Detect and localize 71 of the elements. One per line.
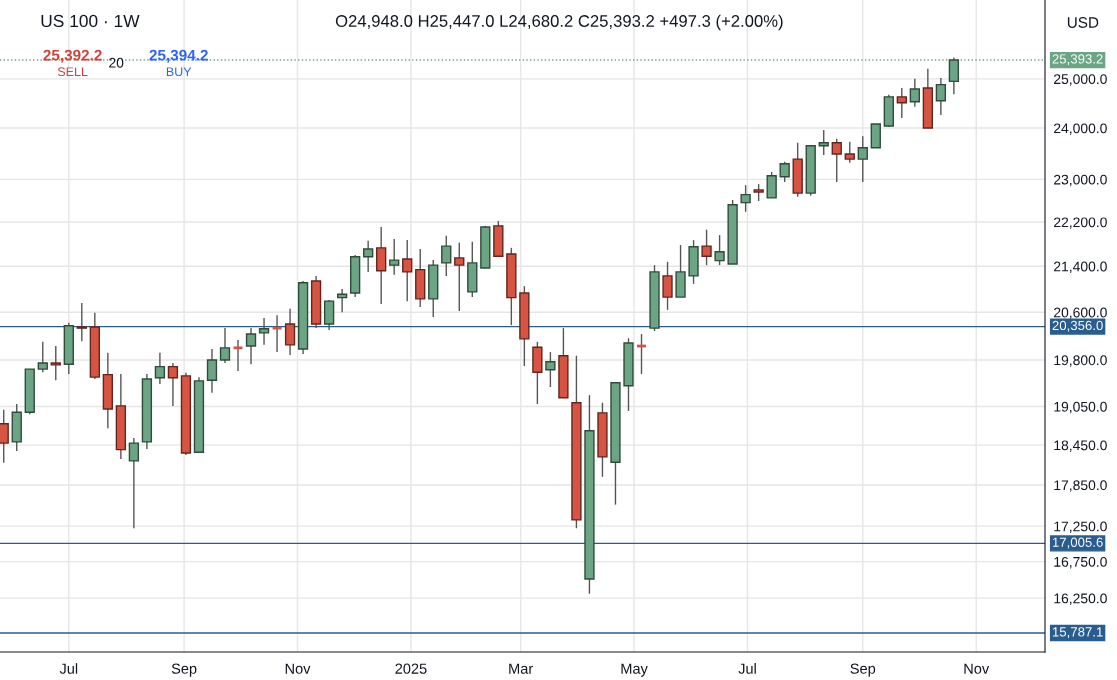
candlestick [662, 261, 673, 311]
candlestick [232, 339, 244, 372]
y-tick-label: 19,800.0 [1054, 355, 1107, 367]
annotation: BUY [166, 67, 192, 77]
candlestick [441, 234, 452, 277]
candlestick [935, 77, 947, 116]
candlestick [948, 56, 960, 96]
annotation: 25,392.2 [43, 49, 102, 63]
candlestick [766, 171, 777, 199]
candlestick [896, 87, 907, 119]
y-tick-label: 22,200.0 [1054, 217, 1107, 229]
y-tick-label: 17,250.0 [1054, 521, 1107, 533]
x-tick-label: Nov [285, 663, 311, 674]
annotation: 20 [109, 57, 124, 68]
y-tick-label: 17,850.0 [1054, 480, 1107, 492]
y-tick-label: 16,750.0 [1054, 556, 1107, 569]
y-tick-label: 21,400.0 [1054, 261, 1107, 274]
ref-line-label: 15,787.1 [1052, 627, 1103, 639]
y-tick-label: 24,000.0 [1054, 123, 1107, 135]
ref-line-label: 20,356.0 [1052, 320, 1103, 332]
y-tick-label: 23,000.0 [1054, 174, 1107, 187]
candlestick [831, 137, 842, 183]
candlestick [870, 123, 881, 149]
candlestick [154, 351, 166, 385]
annotation: O24,948.0 H25,447.0 L24,680.2 C25,393.2 +497.3 (+2.00%) [335, 14, 783, 31]
candlestick [206, 348, 218, 394]
candlestick [818, 129, 829, 156]
candlestick [740, 184, 751, 213]
candlestick [37, 341, 48, 373]
ref-line-label: 25,393.2 [1052, 54, 1103, 66]
annotation: 25,394.2 [149, 49, 208, 63]
x-tick-label: Nov [964, 663, 990, 674]
candlestick [219, 327, 231, 364]
candlestick [909, 78, 920, 108]
y-tick-label: 20,600.0 [1054, 307, 1107, 320]
candlestick [245, 327, 257, 365]
candlestick [50, 345, 61, 381]
y-tick-label: 19,050.0 [1054, 401, 1107, 414]
x-tick-label: Mar [509, 663, 533, 674]
x-tick-label: Sep [171, 663, 197, 677]
candlestick [167, 362, 179, 407]
annotation: SELL [57, 67, 88, 77]
x-tick-label: May [621, 663, 648, 677]
candlestick [844, 141, 855, 164]
x-tick-label: 2025 [395, 663, 427, 674]
candlestick [258, 317, 270, 346]
candlestick [779, 160, 790, 183]
text: US 100 · 1W [41, 14, 140, 28]
ref-line-label: 17,005.6 [1052, 537, 1103, 549]
y-tick-label: 18,450.0 [1054, 440, 1107, 452]
candlestick [857, 135, 868, 183]
candlestick [545, 351, 556, 388]
text: USD [1067, 17, 1099, 28]
candlestick [454, 242, 465, 312]
x-tick-label: Jul [59, 663, 78, 674]
candlestick [284, 308, 296, 356]
candlestick [389, 238, 400, 276]
candlestick [271, 314, 283, 353]
candlestick [376, 226, 387, 305]
y-tick-label: 25,000.0 [1054, 74, 1107, 86]
candlestick [714, 234, 725, 266]
x-tick-label: Sep [850, 663, 876, 677]
x-tick-label: Jul [738, 663, 756, 674]
candlestick [128, 437, 140, 529]
candlestick [363, 239, 374, 273]
candlestick [0, 408, 9, 464]
candlestick [402, 239, 413, 302]
candlestick [76, 302, 87, 342]
y-tick-label: 16,250.0 [1054, 593, 1107, 605]
candlestick [323, 299, 335, 331]
candlestick [701, 228, 712, 266]
